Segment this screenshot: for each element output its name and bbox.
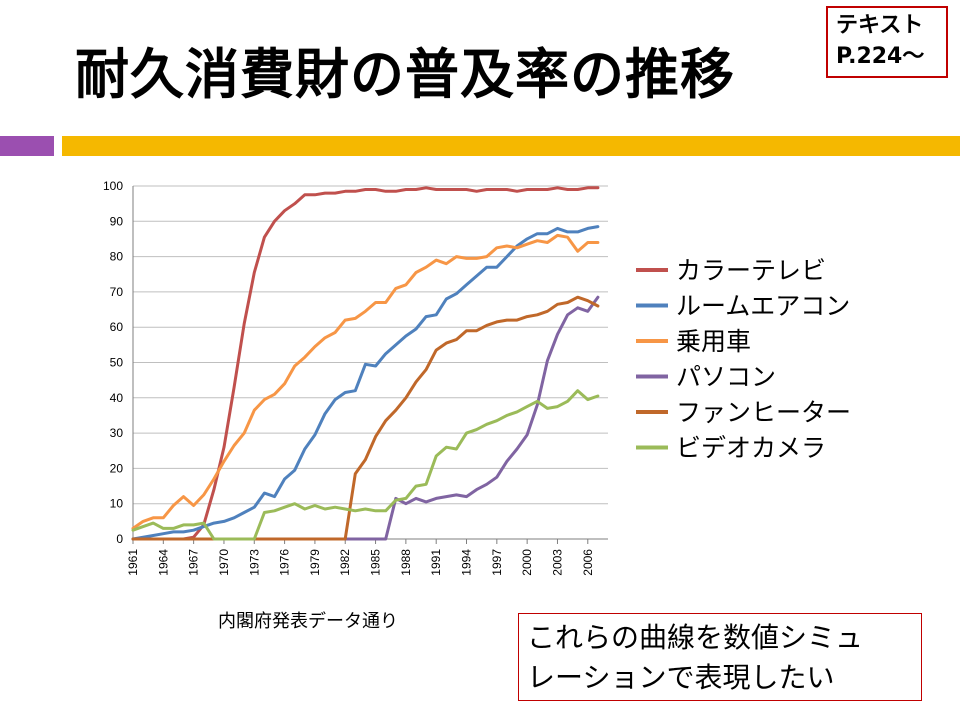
note-line-2: レーションで表現したい [527,661,835,694]
y-tick-label: 20 [110,461,124,475]
chart-axes: 0 10 20 30 40 50 60 70 80 90 100 1961 1964 1967 1970 19… [103,179,608,576]
series-line [131,225,600,541]
simulation-note-box: これらの曲線を数値シミュ レーションで表現したい [518,613,922,701]
series-line [131,186,600,541]
textbook-reference-box: テキスト P.224〜 [826,6,948,78]
ref-line-1: テキスト [836,13,924,38]
x-tick-label: 1967 [187,549,201,576]
chart-series [131,186,600,541]
y-tick-label: 40 [110,391,124,405]
x-tick-label: 1979 [308,549,322,576]
series-line [131,389,600,541]
x-tick-label: 1997 [490,549,504,576]
x-tick-label: 2006 [581,549,595,576]
x-tick-label: 1976 [278,549,292,576]
y-tick-label: 50 [110,356,124,370]
ref-line-2: P.224〜 [836,44,925,69]
y-tick-label: 70 [110,285,124,299]
series-line [131,295,600,541]
x-tick-label: 1964 [156,549,170,576]
x-tick-label: 1973 [247,549,261,576]
x-tick-label: 1970 [217,549,231,576]
x-tick-label: 2000 [520,549,534,576]
y-tick-label: 0 [116,532,123,546]
legend-label: 乗用車 [676,327,751,356]
x-tick-label: 1991 [429,549,443,576]
legend-label: ビデオカメラ [676,434,826,463]
page-title: 耐久消費財の普及率の推移 [75,43,735,106]
legend-label: ルームエアコン [676,292,850,321]
legend-label: ファンヒーター [676,398,851,427]
accent-bar-purple [0,136,54,156]
y-tick-label: 30 [110,426,124,440]
y-tick-label: 90 [110,214,124,228]
x-tick-label: 1985 [369,549,383,576]
x-tick-label: 1961 [126,549,140,576]
series-line [131,233,600,530]
note-line-1: これらの曲線を数値シミュ [527,621,864,654]
x-tick-label: 1982 [338,549,352,576]
y-tick-label: 10 [110,497,124,511]
y-tick-label: 80 [110,250,124,264]
legend-label: パソコン [676,363,776,392]
legend-label: カラーテレビ [676,256,826,285]
x-tick-label: 1988 [399,549,413,576]
x-tick-label: 1994 [460,549,474,576]
y-tick-label: 60 [110,320,124,334]
data-source-note: 内閣府発表データ通り [218,611,398,632]
accent-bar-yellow [62,136,960,156]
y-tick-label: 100 [103,179,123,193]
series-line [343,295,600,541]
x-tick-label: 2003 [550,549,564,576]
